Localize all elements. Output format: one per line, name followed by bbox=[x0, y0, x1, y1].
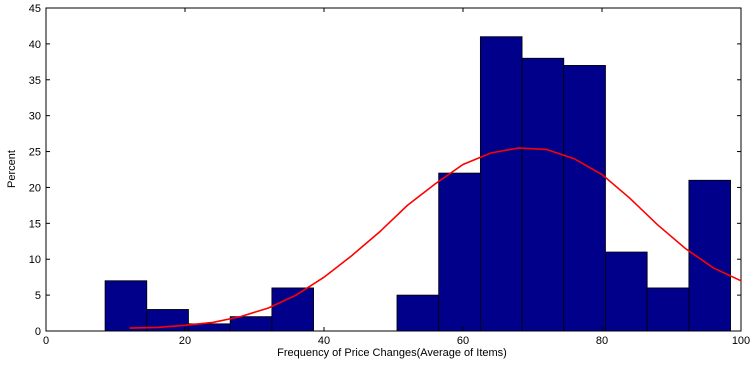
y-tick-label: 30 bbox=[29, 111, 41, 123]
y-tick-label: 0 bbox=[35, 326, 41, 338]
y-tick-label: 45 bbox=[29, 3, 41, 15]
histogram-bar bbox=[229, 316, 273, 332]
y-axis-label: Percent bbox=[6, 150, 18, 188]
histogram-bar bbox=[271, 287, 314, 332]
histogram-bar bbox=[438, 172, 481, 332]
histogram-bar bbox=[396, 294, 440, 332]
histogram-bar bbox=[104, 280, 148, 332]
x-tick-label: 100 bbox=[732, 335, 750, 347]
x-tick-label: 60 bbox=[457, 335, 469, 347]
histogram-bar bbox=[563, 65, 606, 332]
y-tick-label: 5 bbox=[35, 290, 41, 302]
y-tick-label: 35 bbox=[29, 75, 41, 87]
y-tick-label: 10 bbox=[29, 254, 41, 266]
x-tick-label: 0 bbox=[43, 335, 49, 347]
x-tick-label: 40 bbox=[318, 335, 330, 347]
y-tick-label: 15 bbox=[29, 218, 41, 230]
histogram-bars bbox=[104, 36, 731, 332]
histogram-bar bbox=[479, 36, 523, 332]
y-tick-label: 20 bbox=[29, 182, 41, 194]
axis-ticks: 0 20 40 60 80 100 0 5 10 15 20 25 30 35 40 45 bbox=[29, 3, 750, 347]
x-tick-label: 20 bbox=[179, 335, 191, 347]
histogram-bar bbox=[521, 57, 565, 332]
y-tick-label: 25 bbox=[29, 147, 41, 159]
histogram-bar bbox=[605, 251, 648, 332]
fit-curve bbox=[129, 147, 742, 329]
histogram-bar bbox=[646, 287, 690, 332]
x-tick-label: 80 bbox=[596, 335, 608, 347]
y-tick-label: 40 bbox=[29, 39, 41, 51]
x-axis-label: Frequency of Price Changes(Average of It… bbox=[277, 347, 507, 359]
fit-curve-group bbox=[129, 147, 742, 329]
